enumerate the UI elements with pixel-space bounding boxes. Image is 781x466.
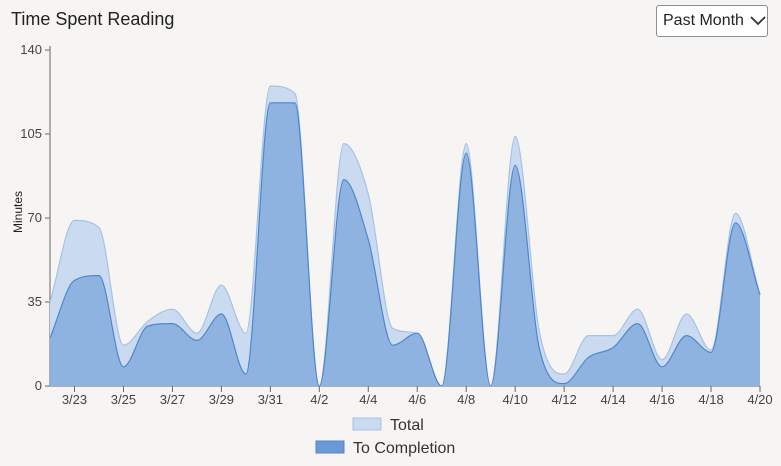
legend: Total To Completion bbox=[315, 417, 455, 457]
legend-swatch-to-completion bbox=[315, 440, 345, 454]
y-tick-label: 140 bbox=[20, 42, 42, 57]
x-tick-label: 4/16 bbox=[649, 392, 674, 407]
x-tick-label: 4/12 bbox=[551, 392, 576, 407]
y-tick-label: 0 bbox=[35, 378, 42, 393]
legend-label-to-completion: To Completion bbox=[353, 440, 455, 457]
period-select-label: Past Month bbox=[663, 12, 744, 29]
x-tick-label: 3/29 bbox=[209, 392, 234, 407]
x-tick-label: 4/20 bbox=[747, 392, 772, 407]
legend-label-total: Total bbox=[390, 417, 424, 434]
period-select[interactable]: Past Month bbox=[656, 5, 768, 37]
x-tick-label: 4/10 bbox=[503, 392, 528, 407]
y-tick-label: 105 bbox=[20, 126, 42, 141]
x-tick-label: 4/2 bbox=[310, 392, 328, 407]
x-tick-label: 4/4 bbox=[359, 392, 377, 407]
y-axis-title: Minutes bbox=[11, 191, 25, 233]
x-tick-label: 3/25 bbox=[111, 392, 136, 407]
x-tick-label: 4/18 bbox=[698, 392, 723, 407]
chart-title: Time Spent Reading bbox=[11, 9, 175, 29]
x-axis: 3/23 3/25 3/27 3/29 3/31 4/2 4/4 4/6 4/8 4/10 4/12… bbox=[50, 385, 773, 407]
x-tick-label: 3/27 bbox=[160, 392, 185, 407]
y-tick-label: 70 bbox=[28, 210, 42, 225]
y-tick-label: 35 bbox=[28, 294, 42, 309]
area-to-completion bbox=[50, 102, 760, 387]
chevron-down-icon bbox=[750, 16, 766, 26]
x-tick-label: 4/6 bbox=[408, 392, 426, 407]
x-tick-label: 4/8 bbox=[457, 392, 475, 407]
line-total bbox=[49, 85, 761, 387]
area-total bbox=[50, 86, 760, 386]
y-axis: 0 35 70 105 140 bbox=[20, 42, 51, 393]
series-layer bbox=[49, 85, 761, 387]
legend-swatch-total bbox=[352, 417, 382, 431]
x-tick-label: 4/14 bbox=[600, 392, 625, 407]
x-tick-label: 3/31 bbox=[258, 392, 283, 407]
x-tick-label: 3/23 bbox=[62, 392, 87, 407]
line-to-completion bbox=[49, 102, 761, 387]
